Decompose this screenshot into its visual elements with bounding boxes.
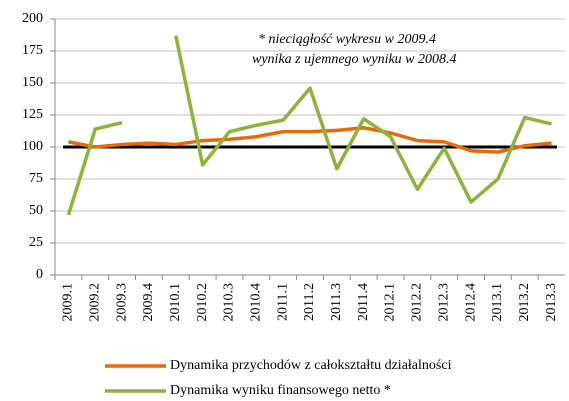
x-tick-label: 2009.1: [61, 283, 76, 322]
annotation: wynika z ujemnego wyniku w 2008.4: [252, 52, 457, 67]
series-line: [68, 126, 552, 154]
x-tick-label: 2009.2: [87, 283, 102, 322]
y-tick-label: 50: [29, 203, 43, 218]
x-tick-label: 2012.4: [463, 283, 478, 322]
y-tick-label: 200: [22, 11, 43, 26]
y-tick-label: 100: [22, 139, 43, 154]
x-tick-label: 2009.3: [114, 283, 129, 322]
x-tick-label: 2010.3: [222, 283, 237, 322]
x-tick-label: 2013.2: [517, 283, 532, 322]
x-tick-label: 2013.3: [544, 283, 559, 322]
x-tick-label: 2011.4: [356, 283, 371, 321]
x-tick-label: 2010.2: [195, 283, 210, 322]
y-tick-label: 0: [36, 267, 43, 282]
x-tick-label: 2009.4: [141, 283, 156, 322]
legend-label: Dynamika wyniku finansowego netto *: [170, 383, 391, 398]
x-tick-label: 2012.3: [436, 283, 451, 322]
y-tick-label: 125: [22, 107, 43, 122]
y-tick-label: 175: [22, 43, 43, 58]
y-tick-label: 25: [29, 235, 43, 250]
x-tick-label: 2013.1: [490, 283, 505, 322]
x-tick-label: 2010.4: [249, 283, 264, 322]
x-tick-label: 2012.1: [383, 283, 398, 322]
y-tick-label: 75: [29, 171, 43, 186]
annotation: * nieciągłość wykresu w 2009.4: [258, 32, 436, 47]
x-tick-label: 2010.1: [168, 283, 183, 322]
x-tick-label: 2011.3: [329, 283, 344, 321]
legend-label: Dynamika przychodów z całokształtu dział…: [170, 358, 452, 373]
y-tick-label: 150: [22, 75, 43, 90]
x-tick-label: 2011.1: [275, 283, 290, 321]
series-line: [66, 35, 552, 216]
x-tick-label: 2012.2: [410, 283, 425, 322]
x-tick-label: 2011.2: [302, 283, 317, 321]
